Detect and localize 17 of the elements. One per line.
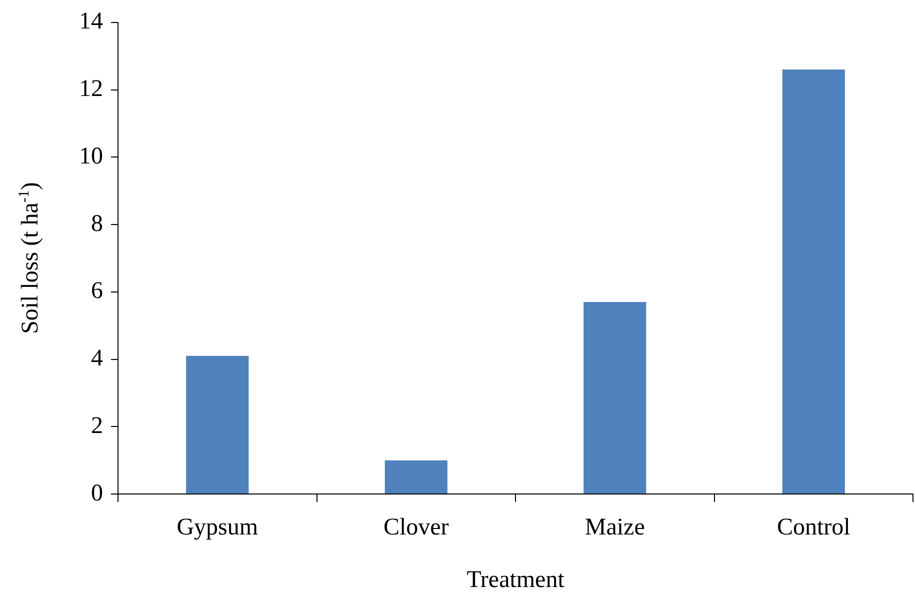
bar (186, 356, 249, 494)
y-tick-label: 14 (79, 8, 103, 35)
y-tick-label: 10 (79, 143, 103, 170)
y-tick-label: 8 (91, 210, 103, 237)
x-tick-label: Clover (383, 514, 449, 541)
bar (384, 460, 448, 494)
bar (782, 70, 845, 494)
x-tick-label: Maize (584, 514, 645, 541)
y-tick-label: 12 (79, 76, 103, 102)
x-axis-title: Treatment (466, 566, 565, 593)
y-tick-label: 6 (91, 278, 103, 304)
y-tick-label: 0 (91, 480, 103, 506)
y-tick-label: 2 (91, 412, 103, 439)
x-tick-label: Control (776, 514, 851, 541)
bar (584, 302, 646, 494)
y-tick-label: 4 (91, 346, 103, 372)
x-tick-label: Gypsum (176, 514, 258, 541)
